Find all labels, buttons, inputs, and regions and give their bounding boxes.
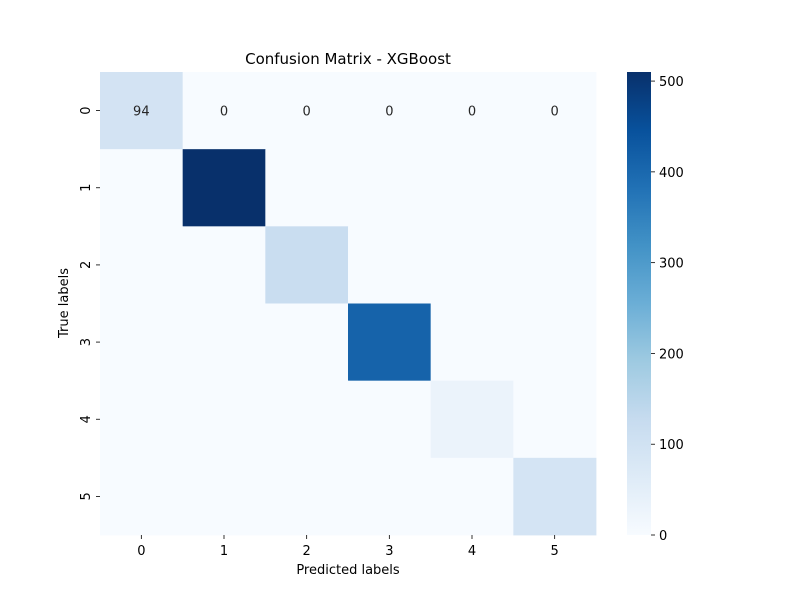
colorbar-tick-label-2: 200: [659, 347, 684, 362]
heatmap-cell-r3-c5: [513, 303, 597, 382]
colorbar-ticks: 0 100 200 300 400 500: [651, 75, 684, 544]
colorbar-tick-label-4: 400: [659, 166, 684, 181]
heatmap-cell-r3-c0: [100, 303, 184, 382]
heatmap-cell-r2-c4: [430, 226, 514, 304]
heatmap-cell-r2-c3: [348, 226, 432, 304]
heatmap-cell-r5-c2: [265, 457, 349, 536]
heatmap-cell-r0-c4: [430, 72, 514, 150]
y-tick-label-4: 4: [79, 415, 94, 423]
x-tick-label-0: 0: [137, 544, 145, 559]
heatmap-cell-r4-c2: [265, 380, 349, 459]
heatmap-cell-r0-c1: [182, 72, 266, 150]
y-tick-label-5: 5: [79, 492, 94, 500]
heatmap-cell-r3-c2: [265, 303, 349, 382]
chart-title: Confusion Matrix - XGBoost: [245, 50, 451, 68]
cell-annotation-r0-c4: 0: [468, 105, 476, 120]
heatmap-cell-r5-c0: [100, 457, 184, 536]
y-axis-title: True labels: [57, 268, 72, 339]
heatmap-cell-r2-c5: [513, 226, 597, 304]
y-tick-label-0: 0: [79, 106, 94, 114]
heatmap-cell-r5-c5: [513, 457, 597, 536]
cell-annotation-r0-c3: 0: [385, 105, 393, 120]
heatmap-cell-r4-c5: [513, 380, 597, 459]
heatmap-cell-r4-c1: [182, 380, 266, 459]
heatmap-cell-r4-c3: [348, 380, 432, 459]
x-tick-label-1: 1: [220, 544, 228, 559]
y-axis-ticks: 0 1 2 3 4 5: [79, 106, 100, 501]
heatmap-cell-r1-c5: [513, 149, 597, 227]
heatmap-cell-r2-c1: [182, 226, 266, 304]
heatmap-cell-r5-c4: [430, 457, 514, 536]
heatmap-cell-r3-c1: [182, 303, 266, 382]
x-tick-label-5: 5: [551, 544, 559, 559]
colorbar-tick-label-3: 300: [659, 257, 684, 272]
cell-annotation-r0-c0: 94: [133, 105, 150, 120]
heatmap-cell-r1-c0: [100, 149, 184, 227]
colorbar-tick-label-5: 500: [659, 75, 684, 90]
heatmap-cell-r3-c4: [430, 303, 514, 382]
colorbar: [627, 72, 651, 535]
heatmap-cell-r1-c3: [348, 149, 432, 227]
x-tick-label-3: 3: [385, 544, 393, 559]
y-tick-label-3: 3: [79, 338, 94, 346]
heatmap-cell-r0-c3: [348, 72, 432, 150]
x-tick-label-2: 2: [303, 544, 311, 559]
colorbar-tick-label-1: 100: [659, 438, 684, 453]
heatmap-cells: [100, 72, 597, 536]
cell-annotation-r0-c1: 0: [220, 105, 228, 120]
heatmap-cell-r4-c0: [100, 380, 184, 459]
heatmap-cell-r1-c2: [265, 149, 349, 227]
x-axis-title: Predicted labels: [296, 563, 400, 578]
heatmap-cell-r2-c0: [100, 226, 184, 304]
colorbar-tick-label-0: 0: [659, 529, 667, 544]
heatmap-cell-r5-c1: [182, 457, 266, 536]
heatmap-cell-r3-c3: [348, 303, 432, 382]
y-tick-label-1: 1: [79, 184, 94, 192]
heatmap-cell-r1-c1: [182, 149, 266, 227]
heatmap-cell-r0-c2: [265, 72, 349, 150]
x-axis-ticks: 0 1 2 3 4 5: [137, 535, 559, 559]
heatmap-cell-r5-c3: [348, 457, 432, 536]
y-tick-label-2: 2: [79, 261, 94, 269]
heatmap-annotations: 94 0 0 0 0 0: [133, 105, 559, 120]
x-tick-label-4: 4: [468, 544, 476, 559]
heatmap-cell-r1-c4: [430, 149, 514, 227]
cell-annotation-r0-c2: 0: [303, 105, 311, 120]
cell-annotation-r0-c5: 0: [551, 105, 559, 120]
heatmap-cell-r4-c4: [430, 380, 514, 459]
heatmap-cell-r0-c0: [100, 72, 184, 150]
heatmap-cell-r2-c2: [265, 226, 349, 304]
heatmap-cell-r0-c5: [513, 72, 597, 150]
